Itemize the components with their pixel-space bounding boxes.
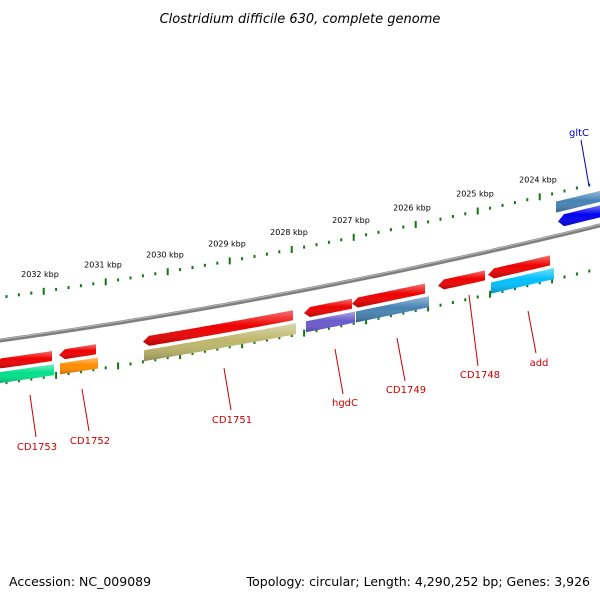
scale-label: 2031 kbp (84, 261, 122, 270)
gene-CD1749-feature (356, 296, 429, 323)
cds-feature (59, 344, 96, 360)
gene-label-hgdC: hgdC (332, 398, 358, 409)
gene-gltC-feature (558, 205, 600, 227)
gene-leader-line (81, 388, 90, 432)
gene-leader-line (29, 394, 37, 438)
gene-label-CD1748: CD1748 (460, 370, 500, 381)
gene-features (0, 190, 600, 383)
scale-label: 2026 kbp (393, 203, 431, 212)
scale-label: 2027 kbp (332, 216, 370, 225)
gene-feature (556, 190, 600, 213)
gene-leader-line (468, 294, 479, 367)
scale-ticks: 2024 kbp 2025 kbp 2026 kbp 2027 kbp 2028 kbp… (5, 175, 591, 385)
accession-text: Accession: NC_009089 (9, 574, 151, 589)
gene-label-CD1749: CD1749 (386, 385, 426, 396)
gene-label-gltC: gltC (569, 128, 589, 139)
gene-leader-line (527, 310, 537, 354)
scale-label: 2029 kbp (208, 240, 246, 249)
gene-hgdC-feature (306, 311, 355, 333)
gene-labels: gltC add CD1748 CD1749 hgdC CD1751 CD1752 CD175… (17, 128, 590, 453)
cds-feature (0, 351, 52, 369)
gene-leader-line (580, 139, 590, 187)
backbone (0, 223, 600, 343)
gene-label-CD1753: CD1753 (17, 442, 57, 453)
gene-label-CD1752: CD1752 (70, 436, 110, 447)
backbone-line (0, 223, 600, 343)
scale-label: 2030 kbp (146, 251, 184, 260)
gene-leader-line (396, 337, 406, 382)
gene-add-feature (491, 268, 554, 294)
genome-summary-text: Topology: circular; Length: 4,290,252 bp… (246, 574, 590, 589)
cds-feature (438, 270, 485, 290)
cds-feature (352, 283, 425, 308)
cds-feature (304, 298, 352, 317)
gene-CD1751-feature (144, 323, 296, 362)
gene-label-CD1751: CD1751 (212, 415, 252, 426)
scale-label: 2028 kbp (270, 228, 308, 237)
scale-label: 2024 kbp (519, 175, 557, 184)
gene-leader-line (223, 367, 232, 411)
gene-leader-line (334, 348, 344, 395)
backbone-highlight (0, 223, 600, 341)
map-title: Clostridium difficile 630, complete geno… (160, 12, 441, 27)
cds-feature (143, 310, 293, 346)
scale-label: 2025 kbp (456, 190, 494, 199)
gene-CD1752-feature (60, 357, 98, 375)
cds-feature (488, 255, 550, 279)
gene-label-add: add (530, 358, 549, 369)
scale-label: 2032 kbp (21, 270, 59, 279)
gene-CD1753-feature (0, 364, 54, 383)
